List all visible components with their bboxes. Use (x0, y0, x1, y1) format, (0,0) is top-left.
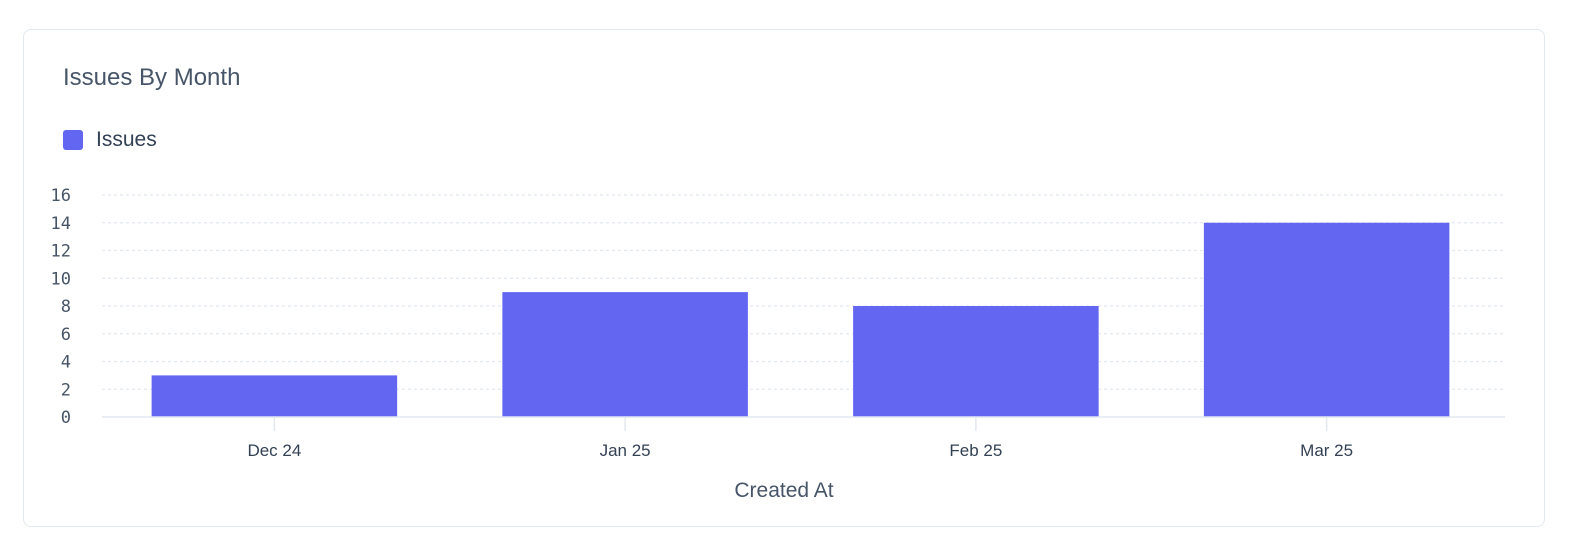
y-tick-label: 14 (51, 214, 71, 234)
y-tick-label: 16 (51, 186, 71, 206)
y-tick-label: 6 (61, 325, 71, 345)
x-tick-label: Mar 25 (1300, 441, 1353, 460)
bar-mar-25 (1203, 222, 1450, 417)
legend-label: Issues (96, 128, 157, 151)
bar-feb-25 (853, 306, 1099, 417)
x-axis-label: Created At (734, 479, 833, 502)
y-tick-label: 12 (51, 242, 71, 262)
bar-dec-24 (151, 375, 398, 417)
x-tick-label: Feb 25 (949, 441, 1002, 460)
bar-jan-25 (502, 292, 748, 417)
x-tick-label: Dec 24 (247, 441, 301, 460)
y-tick-label: 4 (61, 353, 71, 373)
legend[interactable]: Issues (63, 128, 157, 152)
x-tick-label: Jan 25 (600, 441, 651, 460)
y-tick-label: 0 (61, 408, 71, 428)
legend-swatch (63, 130, 83, 150)
y-tick-label: 2 (61, 380, 71, 400)
y-tick-label: 10 (51, 269, 71, 289)
chart-title: Issues By Month (63, 64, 241, 91)
y-tick-label: 8 (61, 297, 71, 317)
chart-card (23, 29, 1545, 527)
